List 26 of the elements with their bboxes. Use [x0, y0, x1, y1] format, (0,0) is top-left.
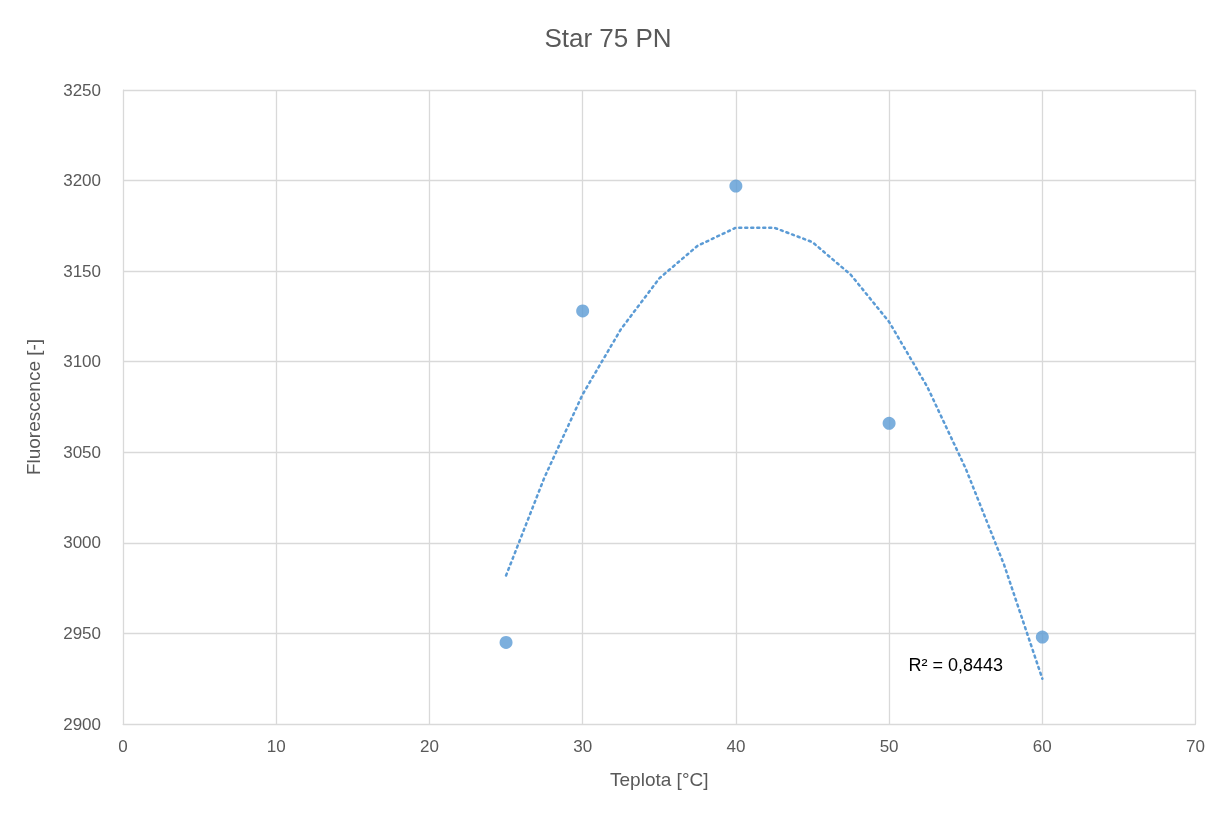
y-tick-label: 2900	[63, 714, 101, 734]
x-tick-label: 40	[726, 737, 746, 756]
x-tick-label: 30	[573, 737, 593, 756]
line-series	[504, 226, 1044, 680]
y-axis-title: Fluorescence [-]	[23, 338, 44, 476]
y-tick-label: 3000	[63, 533, 101, 553]
y-tick-label: 3250	[63, 80, 101, 100]
y-tick-label: 3150	[63, 261, 101, 281]
y-tick-label: 3050	[63, 442, 101, 462]
annotation: R² = 0,8443	[908, 655, 1003, 675]
point	[499, 635, 513, 649]
point	[576, 304, 590, 318]
x-tick-label: 50	[879, 737, 899, 756]
y-tick-label: 3200	[63, 171, 101, 191]
y-tick-label: 3100	[63, 352, 101, 372]
x-axis-title: Teplota [°C]	[610, 769, 709, 790]
x-tick-label: 20	[419, 737, 439, 756]
y-tick-label: 2950	[63, 623, 101, 643]
x-tick-label: 0	[118, 737, 128, 756]
chart-title: Star 75 PN	[544, 23, 672, 53]
point	[882, 416, 896, 430]
point	[1035, 630, 1049, 644]
x-tick-label: 60	[1032, 737, 1052, 756]
x-tick-label: 70	[1186, 737, 1206, 756]
point	[729, 179, 743, 193]
x-tick-label: 10	[266, 737, 286, 756]
